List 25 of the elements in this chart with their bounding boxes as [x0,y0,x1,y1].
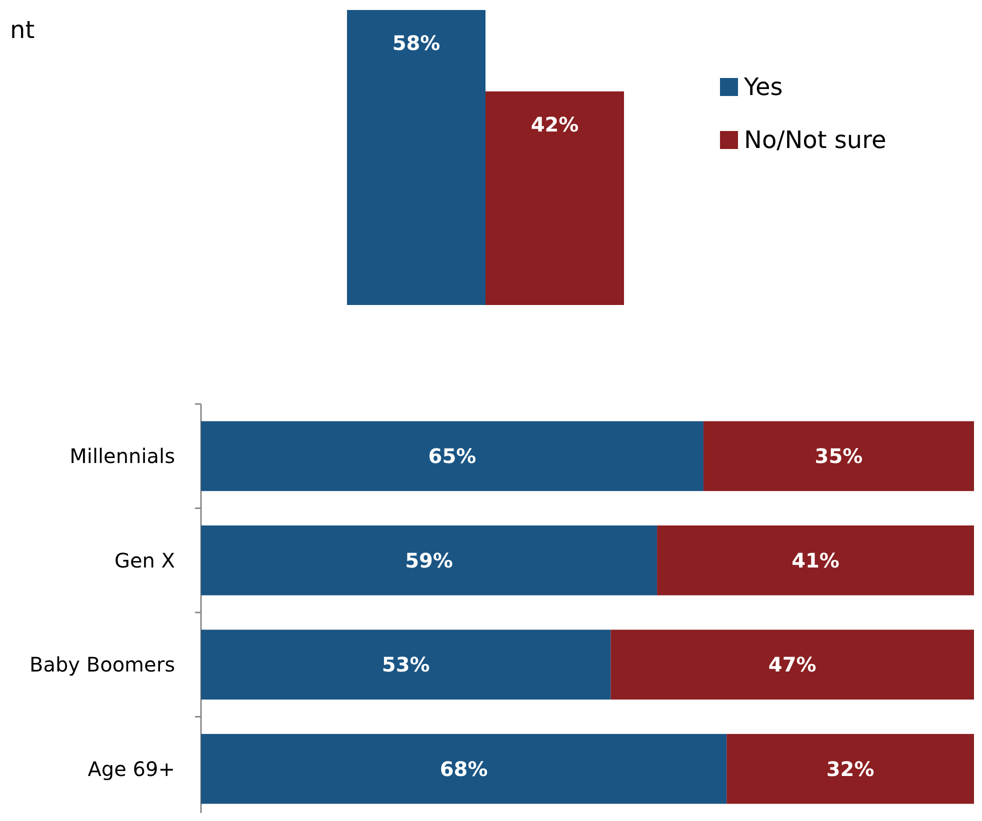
bar [726,734,974,804]
bar [201,421,704,492]
data-label: 35% [814,444,863,468]
y-tick-label: Gen X [114,548,176,572]
data-label: 32% [826,756,874,781]
y-tick-label: Millennials [70,444,175,468]
legend-label: Yes [743,73,783,101]
text: nt [10,16,35,44]
bar [201,630,611,700]
legend-label: No/Not sure [744,126,886,154]
y-tick-label: Baby Boomers [30,652,175,677]
bar [703,421,974,492]
data-label: 47% [768,652,816,677]
data-label: 42% [530,112,579,136]
bar [610,630,974,700]
data-label: 68% [440,756,488,781]
data-label: 53% [382,652,430,677]
bar [201,734,727,804]
y-tick-label: Age 69+ [88,756,175,781]
data-label: 41% [792,548,840,572]
data-label: 59% [405,548,453,572]
data-label: 58% [392,31,440,55]
data-label: 65% [428,444,476,468]
bar [201,525,658,596]
bar [657,525,974,596]
